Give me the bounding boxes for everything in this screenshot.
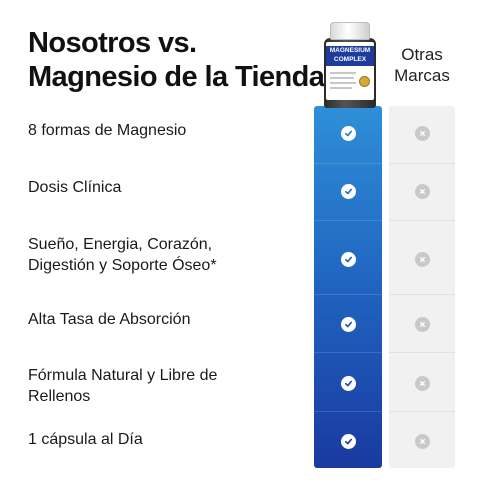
x-icon	[415, 126, 430, 141]
feature-label-line-2: Digestión y Soporte Óseo*	[28, 255, 217, 276]
label-text-line-1: MAGNESIUM	[326, 47, 374, 55]
product-bottle-image: MAGNESIUM COMPLEX	[322, 22, 378, 108]
feature-label: Alta Tasa de Absorción	[28, 309, 190, 330]
other-brands-heading-line-2: Marcas	[384, 65, 460, 86]
feature-label-line-2: Rellenos	[28, 386, 217, 407]
feature-row-6: 1 cápsula al Día	[28, 429, 143, 450]
check-icon	[341, 434, 356, 449]
label-text-stripe	[330, 77, 354, 79]
label-text-line-2: COMPLEX	[326, 56, 374, 64]
check-icon	[341, 376, 356, 391]
feature-row-1: 8 formas de Magnesio	[28, 120, 186, 141]
feature-label: Sueño, Energia, Corazón,	[28, 234, 217, 255]
row-divider	[314, 294, 382, 295]
label-seal-icon	[359, 76, 370, 87]
row-divider	[389, 411, 455, 412]
label-text-stripe	[330, 82, 356, 84]
row-divider	[314, 163, 382, 164]
bottle-cap	[330, 22, 370, 40]
x-icon	[415, 252, 430, 267]
check-icon	[341, 252, 356, 267]
row-divider	[389, 352, 455, 353]
our-product-column	[314, 106, 382, 468]
x-icon	[415, 434, 430, 449]
label-text-stripe	[330, 72, 356, 74]
feature-label: 1 cápsula al Día	[28, 429, 143, 450]
title-line-1: Nosotros vs.	[28, 26, 324, 60]
row-divider	[314, 411, 382, 412]
feature-row-3: Sueño, Energia, Corazón, Digestión y Sop…	[28, 234, 217, 276]
feature-label: Fórmula Natural y Libre de	[28, 365, 217, 386]
row-divider	[389, 294, 455, 295]
row-divider	[389, 220, 455, 221]
row-divider	[314, 220, 382, 221]
x-icon	[415, 184, 430, 199]
feature-label: 8 formas de Magnesio	[28, 120, 186, 141]
check-icon	[341, 184, 356, 199]
feature-label: Dosis Clínica	[28, 177, 121, 198]
title-line-2: Magnesio de la Tienda	[28, 60, 324, 94]
check-icon	[341, 126, 356, 141]
label-text-stripe	[330, 87, 352, 89]
row-divider	[389, 163, 455, 164]
other-brands-heading-line-1: Otras	[384, 44, 460, 65]
x-icon	[415, 376, 430, 391]
feature-row-2: Dosis Clínica	[28, 177, 121, 198]
feature-row-4: Alta Tasa de Absorción	[28, 309, 190, 330]
page-title: Nosotros vs. Magnesio de la Tienda	[28, 26, 324, 94]
bottle-label: MAGNESIUM COMPLEX	[326, 42, 374, 100]
x-icon	[415, 317, 430, 332]
row-divider	[314, 352, 382, 353]
feature-row-5: Fórmula Natural y Libre de Rellenos	[28, 365, 217, 407]
other-brands-heading: Otras Marcas	[384, 44, 460, 86]
check-icon	[341, 317, 356, 332]
other-brands-column	[389, 106, 455, 468]
